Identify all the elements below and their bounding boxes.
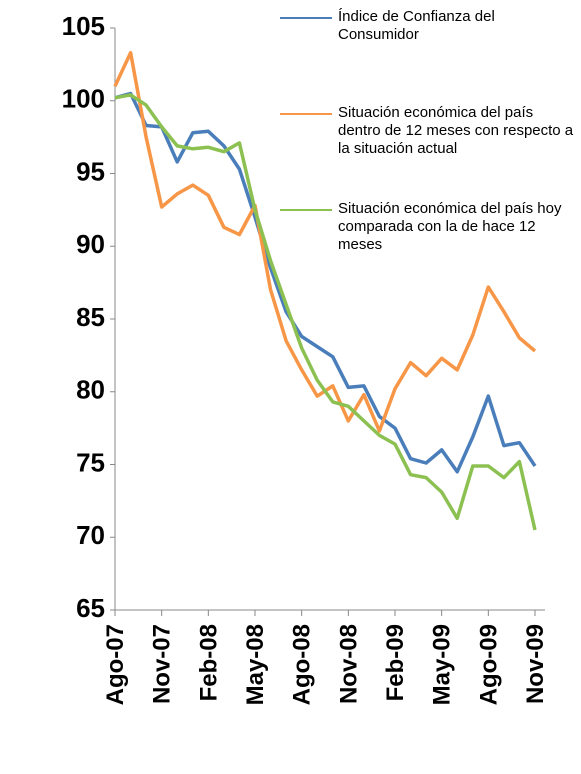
x-tick-label: Feb-08 [195,624,222,701]
y-tick-label: 90 [76,229,105,259]
legend-entry: Situación económica del país dentro de 1… [280,104,578,158]
legend-label: Situación económica del país hoy compara… [338,200,562,253]
x-tick-label: May-08 [242,624,269,705]
legend-swatch [280,209,332,211]
x-tick-label: Feb-09 [382,624,409,701]
legend-label: Situación económica del país dentro de 1… [338,104,574,157]
legend-entry: Índice de Confianza del Consumidor [280,8,578,44]
y-tick-label: 70 [76,520,105,550]
series-line [114,93,537,531]
legend-swatch [280,17,332,19]
y-tick-label: 80 [76,375,105,405]
y-tick-label: 75 [76,447,105,477]
x-tick-label: Ago-08 [289,624,316,705]
legend-swatch [280,113,332,115]
x-tick-label: Ago-09 [475,624,502,705]
y-tick-label: 105 [62,11,105,41]
y-tick-label: 65 [76,593,105,623]
x-tick-label: Nov-08 [335,624,362,704]
legend-entry: Situación económica del país hoy compara… [280,200,578,254]
x-tick-label: May-09 [429,624,456,705]
y-tick-label: 100 [62,84,105,114]
x-tick-label: Nov-07 [149,624,176,704]
x-tick-label: Ago-07 [102,624,129,705]
x-tick-label: Nov-09 [522,624,549,704]
legend-label: Índice de Confianza del Consumidor [338,8,495,43]
y-tick-label: 85 [76,302,105,332]
y-tick-label: 95 [76,156,105,186]
